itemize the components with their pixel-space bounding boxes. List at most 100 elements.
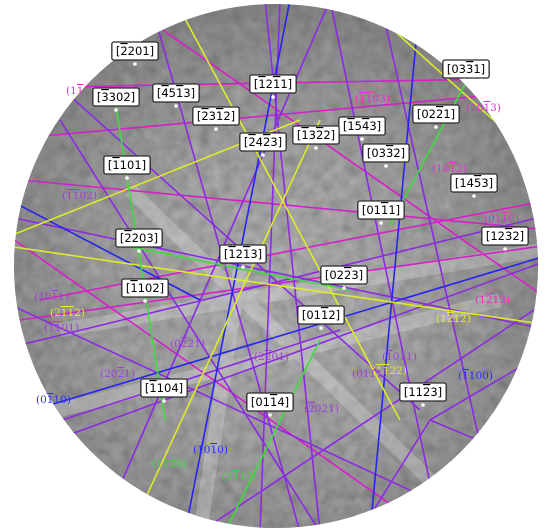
zone-axis-label: [1104] xyxy=(140,378,188,403)
zone-axis-text: [0331] xyxy=(447,62,485,76)
zone-axis-text: [0223] xyxy=(325,268,363,282)
zone-axis-point xyxy=(162,399,166,403)
zone-axis-label: [0223] xyxy=(320,265,368,290)
zone-axis-point xyxy=(268,413,272,417)
band-line-purple xyxy=(14,214,538,351)
band-label: (1011) xyxy=(34,291,69,303)
band-line-green xyxy=(114,99,166,421)
zone-axis-label: [1211] xyxy=(249,74,297,99)
zone-axis-text: [1322] xyxy=(297,128,335,142)
band-line-purple xyxy=(59,119,321,528)
band-line-yellow xyxy=(14,244,538,326)
zone-axis-point xyxy=(137,249,141,253)
zone-axis-text: [1101] xyxy=(108,158,146,172)
band-label: (1122) xyxy=(372,365,407,377)
zone-axis-point xyxy=(319,326,323,330)
band-label: (1101) xyxy=(44,322,79,334)
band-label: (1213) xyxy=(475,294,510,306)
band-line-purple xyxy=(14,259,538,461)
zone-axis-point xyxy=(174,104,178,108)
zone-axis-point xyxy=(464,80,468,84)
band-line-purple xyxy=(329,4,441,528)
band-label: (1102) xyxy=(62,190,97,202)
zone-axis-label: [1102] xyxy=(121,278,169,303)
zone-axis-text: [1543] xyxy=(343,119,381,133)
band-label: (11 xyxy=(66,85,83,97)
zone-axis-point xyxy=(314,146,318,150)
zone-axis-text: [2203] xyxy=(120,231,158,245)
band-line-magenta xyxy=(19,244,538,321)
band-label: (2021) xyxy=(100,368,135,380)
zone-axis-point xyxy=(125,176,129,180)
zone-axis-text: [1232] xyxy=(486,229,524,243)
band-label: (2112) xyxy=(50,307,85,319)
zone-axis-text: [0112] xyxy=(302,308,340,322)
band-label: (1011) xyxy=(382,351,417,363)
zone-axis-label: [2312] xyxy=(192,106,240,131)
zone-axis-text: [0111] xyxy=(362,203,400,217)
band-label: (1103) xyxy=(355,93,390,105)
zone-axis-label: [1123] xyxy=(399,382,447,407)
zone-axis-point xyxy=(133,62,137,66)
zone-axis-label: [4513] xyxy=(152,83,200,108)
zone-axis-point xyxy=(342,286,346,290)
zone-axis-text: [4513] xyxy=(157,86,195,100)
zone-axis-label: [1322] xyxy=(292,125,340,150)
zone-axis-point xyxy=(114,108,118,112)
zone-axis-label: [0221] xyxy=(412,104,460,129)
zone-axis-point xyxy=(434,125,438,129)
band-line-green xyxy=(224,339,321,528)
band-line-yellow xyxy=(174,4,401,421)
zone-axis-text: [0221] xyxy=(417,107,455,121)
band-label: (0111) xyxy=(352,368,387,380)
zone-axis-text: [2312] xyxy=(197,109,235,123)
zone-axis-label: [1453] xyxy=(450,173,498,198)
band-label: (2201) xyxy=(254,351,289,363)
band-label: (1100) xyxy=(458,370,493,382)
zone-axis-label: [1101] xyxy=(103,155,151,180)
zone-axis-label: [2201] xyxy=(111,41,159,66)
zone-axis-point xyxy=(421,403,425,407)
zone-axis-point xyxy=(261,153,265,157)
band-line-purple xyxy=(29,59,421,411)
zone-axis-point xyxy=(241,265,245,269)
zone-axis-point xyxy=(214,127,218,131)
band-label: (2021) xyxy=(304,403,339,415)
zone-axis-text: [1123] xyxy=(404,385,442,399)
zone-axis-point xyxy=(384,164,388,168)
zone-axis-label: [0331] xyxy=(442,59,490,84)
band-line-magenta xyxy=(14,177,538,231)
zone-axis-text: [2201] xyxy=(116,44,154,58)
zone-axis-text: [1104] xyxy=(145,381,183,395)
band-line-green xyxy=(389,74,471,226)
band-label: (0221) xyxy=(170,338,205,350)
zone-axis-text: [1211] xyxy=(254,77,292,91)
zone-axis-point xyxy=(360,137,364,141)
band-label: (1012) xyxy=(432,163,467,175)
zone-axis-label: [1543] xyxy=(338,116,386,141)
zone-axis-text: [2423] xyxy=(244,135,282,149)
zone-axis-label: [1232] xyxy=(481,226,529,251)
band-line-blue xyxy=(369,4,421,528)
band-label: (2110) xyxy=(222,471,257,483)
zone-axis-text: [0114] xyxy=(251,395,289,409)
band-label: (1212) xyxy=(436,313,471,325)
zone-axis-text: [3302] xyxy=(97,90,135,104)
zone-axis-label: [0114] xyxy=(246,392,294,417)
zone-axis-text: [1213] xyxy=(224,247,262,261)
zone-axis-label: [3302] xyxy=(92,87,140,112)
zone-axis-label: [2203] xyxy=(115,228,163,253)
band-line-purple xyxy=(199,299,538,528)
zone-axis-label: [1213] xyxy=(219,244,267,269)
zone-axis-point xyxy=(472,194,476,198)
zone-axis-point xyxy=(271,95,275,99)
band-line-purple xyxy=(14,214,538,331)
zone-axis-text: [0332] xyxy=(367,146,405,160)
band-label: (1120) xyxy=(152,458,187,470)
band-label: (1010) xyxy=(193,444,228,456)
zone-axis-label: [2423] xyxy=(239,132,287,157)
band-label: (1013) xyxy=(466,102,501,114)
zone-axis-text: [1453] xyxy=(455,176,493,190)
band-label: (0110) xyxy=(36,394,71,406)
